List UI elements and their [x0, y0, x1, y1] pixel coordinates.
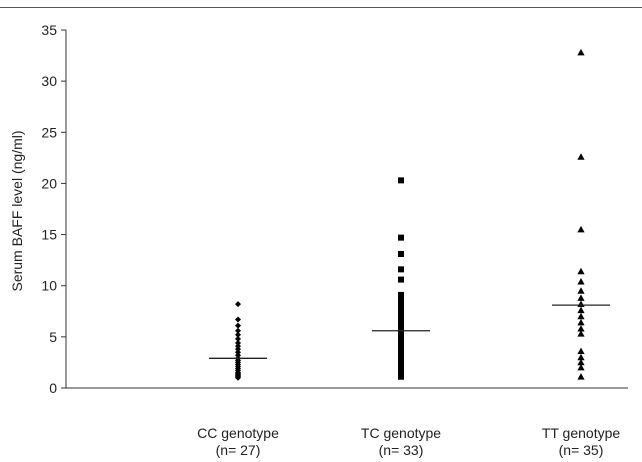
y-tick-label: 30 — [41, 73, 57, 89]
data-point-square — [398, 291, 404, 298]
data-point-triangle — [577, 153, 585, 160]
data-point-triangle — [577, 225, 585, 233]
data-point-square — [398, 297, 404, 304]
data-point-triangle — [577, 306, 585, 314]
data-point-square — [398, 354, 404, 361]
data-point-triangle — [577, 325, 585, 332]
data-point-square — [398, 329, 404, 336]
data-point-diamond — [235, 339, 241, 346]
data-point-square — [398, 333, 404, 340]
data-point-square — [398, 317, 404, 324]
data-point-square — [398, 325, 404, 332]
median-lines — [209, 304, 610, 359]
data-point-square — [398, 322, 404, 329]
data-point-square — [398, 312, 404, 319]
chart-axes — [65, 30, 628, 389]
category-label: TT genotype — [542, 425, 621, 441]
data-point-square — [398, 358, 404, 365]
data-point-triangle — [577, 318, 585, 326]
category-label: TC genotype — [361, 425, 441, 441]
category-label: CC genotype — [197, 425, 279, 441]
data-point-square — [398, 366, 404, 373]
y-tick-label: 20 — [41, 175, 57, 191]
data-point-square — [398, 362, 404, 369]
data-point-square — [398, 276, 404, 283]
data-point-diamond — [235, 349, 241, 356]
data-point-square — [398, 307, 404, 314]
data-point-triangle — [577, 358, 585, 366]
y-tick-label: 5 — [49, 329, 57, 345]
data-point-triangle — [577, 347, 585, 355]
y-tick-label: 25 — [41, 124, 57, 140]
y-axis-title: Serum BAFF level (ng/ml) — [9, 130, 25, 291]
data-point-diamond — [235, 322, 241, 329]
data-point-triangle — [577, 330, 585, 337]
data-point-diamond — [235, 374, 241, 381]
y-tick-label: 35 — [41, 22, 57, 38]
data-point-square — [398, 302, 404, 309]
data-point-triangle — [577, 294, 585, 301]
data-point-diamond — [235, 301, 241, 308]
data-point-triangle — [577, 267, 585, 275]
data-point-triangle — [577, 363, 585, 371]
data-point-diamond — [235, 346, 241, 353]
x-axis-category-labels: CC genotype(n= 27) TC genotype(n= 33) TT g… — [197, 425, 620, 458]
data-point-diamond — [235, 331, 241, 338]
data-point-triangle — [577, 300, 585, 308]
data-point-square — [398, 346, 404, 353]
category-count-label: (n= 33) — [379, 442, 424, 458]
category-count-label: (n= 35) — [559, 442, 604, 458]
y-tick-label: 10 — [41, 278, 57, 294]
y-axis-ticks: 0 5 10 15 20 25 30 35 — [41, 22, 66, 396]
y-tick-label: 0 — [49, 380, 57, 396]
data-point-diamond — [235, 335, 241, 342]
y-tick-label: 15 — [41, 227, 57, 243]
data-point-diamond — [235, 343, 241, 350]
data-point-triangle — [577, 278, 585, 285]
data-point-square — [398, 373, 404, 380]
data-point-triangle — [577, 312, 585, 320]
top-border-line — [0, 7, 642, 8]
data-point-diamond — [235, 316, 241, 323]
data-point-square — [398, 266, 404, 273]
data-point-square — [398, 234, 404, 241]
data-point-square — [398, 177, 404, 184]
data-point-square — [398, 342, 404, 349]
data-point-square — [398, 337, 404, 344]
category-count-label: (n= 27) — [216, 442, 261, 458]
data-point-triangle — [577, 373, 585, 380]
data-point-square — [398, 251, 404, 258]
data-point-diamond — [235, 327, 241, 334]
data-point-triangle — [577, 353, 585, 361]
data-point-diamond — [235, 352, 241, 359]
data-points — [235, 48, 585, 381]
data-point-triangle — [577, 48, 585, 56]
data-point-triangle — [577, 287, 585, 294]
data-point-square — [398, 350, 404, 357]
